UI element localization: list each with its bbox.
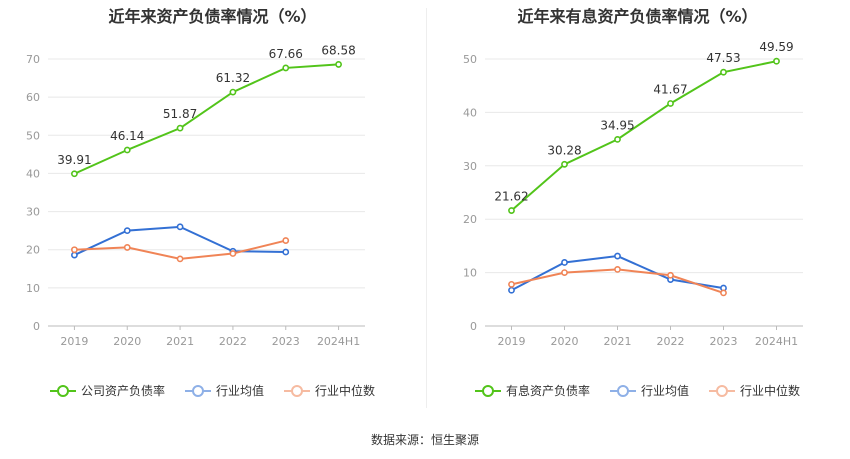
data-point <box>282 248 290 256</box>
legend-marker-icon <box>709 384 735 397</box>
y-tick-label: 20 <box>26 244 40 257</box>
data-point <box>229 88 237 96</box>
series-line <box>510 60 777 212</box>
chart-panel-interest-bearing: 近年来有息资产负债率情况（%） 0 10 20 30 40 50 2019 2020 2021 2… <box>425 0 850 420</box>
data-label: 39.91 <box>57 153 91 167</box>
data-point <box>176 124 184 132</box>
x-tick-label: 2019 <box>498 335 526 348</box>
data-point <box>71 251 78 259</box>
data-point <box>720 289 727 297</box>
y-tick-label: 30 <box>26 206 40 219</box>
data-point <box>176 223 184 231</box>
data-point <box>123 244 131 251</box>
chart-legend: 公司资产负债率 行业均值 行业中位数 <box>0 382 425 399</box>
legend-label: 行业均值 <box>640 384 689 398</box>
data-point <box>123 146 131 154</box>
y-tick-label: 0 <box>470 320 477 333</box>
x-tick-label: 2024H1 <box>317 335 360 348</box>
panel-divider <box>426 8 427 408</box>
x-tick-label: 2021 <box>604 335 632 348</box>
series-line <box>73 225 286 256</box>
data-label: 34.95 <box>600 118 634 132</box>
legend-item-industry-avg[interactable]: 行业均值 <box>184 382 264 399</box>
data-label: 47.53 <box>706 51 740 65</box>
chart-title: 近年来资产负债率情况（%） <box>108 7 317 26</box>
y-tick-label: 30 <box>463 160 477 173</box>
y-tick-label: 50 <box>463 53 477 66</box>
x-tick-label: 2020 <box>551 335 579 348</box>
data-label: 51.87 <box>163 107 197 121</box>
data-point <box>508 207 515 214</box>
y-tick-label: 40 <box>463 106 477 119</box>
data-label: 67.66 <box>269 47 303 61</box>
legend-marker-icon <box>184 384 211 397</box>
legend-item-industry-avg[interactable]: 行业均值 <box>609 382 689 399</box>
data-point <box>71 170 78 178</box>
chart-legend: 有息资产负债率 行业均值 行业中位数 <box>425 382 850 399</box>
x-tick-label: 2019 <box>60 335 88 348</box>
legend-label: 行业中位数 <box>315 384 376 398</box>
data-point <box>667 100 674 107</box>
series-line <box>511 255 724 292</box>
chart-panel-asset-liability: 近年来资产负债率情况（%） 0 10 20 30 40 50 60 70 2019 2020 202… <box>0 0 425 420</box>
data-point <box>282 64 290 72</box>
data-point <box>508 286 515 294</box>
y-tick-label: 0 <box>33 320 40 333</box>
data-point <box>614 265 621 273</box>
x-tick-label: 2020 <box>113 335 141 348</box>
legend-label: 行业中位数 <box>740 384 801 398</box>
legend-item-company[interactable]: 有息资产负债率 <box>474 382 590 399</box>
data-source: 数据来源：恒生聚源 <box>370 433 479 447</box>
data-point <box>561 269 568 276</box>
legend-label: 有息资产负债率 <box>505 384 590 398</box>
x-tick-label: 2022 <box>657 335 685 348</box>
legend-item-industry-median[interactable]: 行业中位数 <box>709 382 800 399</box>
data-point <box>123 227 131 235</box>
data-label: 61.32 <box>216 71 250 85</box>
legend-marker-icon <box>474 384 501 397</box>
data-point <box>176 255 184 263</box>
data-point <box>720 68 727 76</box>
legend-item-company[interactable]: 公司资产负债率 <box>49 382 165 399</box>
data-point <box>614 135 621 143</box>
data-point <box>561 160 568 168</box>
data-point <box>773 57 780 65</box>
x-tick-label: 2022 <box>219 335 247 348</box>
chart-title: 近年来有息资产负债率情况（%） <box>517 7 758 26</box>
data-label: 30.28 <box>547 143 581 157</box>
data-label: 41.67 <box>653 82 687 96</box>
data-point <box>667 271 674 279</box>
legend-marker-icon <box>284 384 310 397</box>
data-point <box>335 61 342 68</box>
data-label: 21.62 <box>494 190 528 204</box>
legend-label: 公司资产负债率 <box>80 384 165 398</box>
x-tick-label: 2023 <box>710 335 738 348</box>
y-tick-label: 10 <box>463 267 477 280</box>
y-tick-label: 70 <box>26 53 40 66</box>
data-point <box>614 252 621 260</box>
data-point <box>71 246 78 254</box>
y-tick-label: 40 <box>26 167 40 180</box>
data-point <box>282 237 290 244</box>
data-label: 49.59 <box>759 40 793 54</box>
chart-plot: 0 10 20 30 40 50 2019 2020 2021 2022 2023 2024H1 21.… <box>463 40 803 348</box>
data-label: 46.14 <box>110 129 144 143</box>
data-label: 68.58 <box>321 43 355 57</box>
legend-marker-icon <box>49 384 76 397</box>
x-tick-label: 2023 <box>272 335 300 348</box>
y-tick-label: 20 <box>463 213 477 226</box>
data-point <box>508 280 515 288</box>
chart-plot: 0 10 20 30 40 50 60 70 2019 2020 2021 2022 2023 2024H… <box>26 43 365 348</box>
x-tick-label: 2021 <box>166 335 194 348</box>
data-point <box>229 250 237 257</box>
legend-label: 行业均值 <box>215 384 264 398</box>
data-point <box>561 259 568 266</box>
legend-item-industry-median[interactable]: 行业中位数 <box>284 382 375 399</box>
y-tick-label: 50 <box>26 129 40 142</box>
legend-marker-icon <box>609 384 636 397</box>
series-line <box>74 63 339 175</box>
y-tick-label: 60 <box>26 91 40 104</box>
y-tick-label: 10 <box>26 282 40 295</box>
x-tick-label: 2024H1 <box>755 335 798 348</box>
